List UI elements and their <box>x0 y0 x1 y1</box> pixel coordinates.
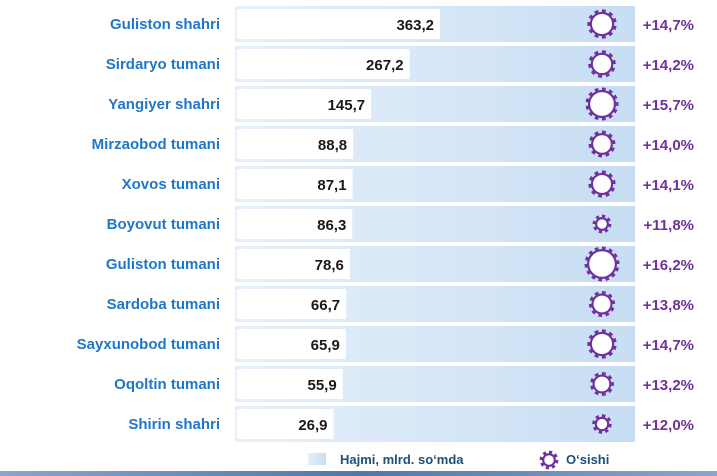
value-box <box>237 89 372 119</box>
category-label: Mirzaobod tumani <box>92 136 220 153</box>
growth-gear-icon-hole <box>590 92 614 116</box>
legend-swatch-volume <box>308 453 326 465</box>
bar-row: Sirdaryo tumani 267,2 +14,2% <box>106 46 694 82</box>
category-label: Sayxunobod tumani <box>77 336 220 353</box>
value-label: 86,3 <box>317 217 346 234</box>
value-label: 363,2 <box>396 17 434 34</box>
growth-gear-icon <box>592 214 612 234</box>
value-box <box>237 249 350 279</box>
bottom-rule <box>0 471 717 476</box>
value-box <box>237 49 410 79</box>
growth-label: +14,7% <box>643 337 694 354</box>
value-box <box>237 369 343 399</box>
legend-gear-icon <box>539 450 559 470</box>
value-label: 145,7 <box>328 97 366 114</box>
growth-gear-icon-hole <box>591 13 613 35</box>
value-label: 88,8 <box>318 137 347 154</box>
value-label: 26,9 <box>298 417 327 434</box>
growth-label: +12,0% <box>643 417 694 434</box>
bar-row: Sardoba tumani 66,7 +13,8% <box>107 286 694 322</box>
value-box <box>237 289 347 319</box>
category-label: Sardoba tumani <box>107 296 220 313</box>
value-box <box>237 129 354 159</box>
value-box <box>237 9 440 39</box>
growth-gear-icon <box>592 414 612 434</box>
category-label: Xovos tumani <box>122 176 220 193</box>
growth-gear-icon <box>588 50 616 78</box>
bar-row: Boyovut tumani 86,3 +11,8% <box>107 206 694 242</box>
growth-gear-icon-hole <box>593 175 611 193</box>
value-box <box>237 409 334 439</box>
category-label: Yangiyer shahri <box>108 96 220 113</box>
category-label: Boyovut tumani <box>107 216 220 233</box>
growth-gear-icon <box>588 290 616 318</box>
growth-gear-icon <box>588 170 616 198</box>
growth-gear-icon-hole <box>593 295 611 313</box>
category-label: Shirin shahri <box>128 416 220 433</box>
growth-label: +11,8% <box>644 217 694 234</box>
category-label: Guliston tumani <box>106 256 220 273</box>
bar-row: Guliston tumani 78,6 +16,2% <box>106 246 694 282</box>
growth-label: +14,2% <box>643 57 694 74</box>
bar-row: Sayxunobod tumani 65,9 +14,7% <box>77 326 694 362</box>
growth-gear-icon-hole <box>589 251 615 277</box>
growth-gear-icon <box>590 371 614 397</box>
bar-row: Oqoltin tumani 55,9 +13,2% <box>114 366 694 402</box>
value-label: 87,1 <box>317 177 346 194</box>
value-box <box>237 209 353 239</box>
legend-gear-icon-hole <box>544 455 554 465</box>
category-label: Sirdaryo tumani <box>106 56 220 73</box>
category-label: Oqoltin tumani <box>114 376 220 393</box>
growth-gear-icon-hole <box>596 418 608 430</box>
value-label: 65,9 <box>311 337 340 354</box>
growth-label: +15,7% <box>643 97 694 114</box>
growth-label: +14,0% <box>643 137 694 154</box>
growth-gear-icon-hole <box>597 219 607 229</box>
growth-gear-icon <box>584 246 620 282</box>
value-box <box>237 329 346 359</box>
growth-label: +14,7% <box>643 17 694 34</box>
growth-gear-icon <box>587 9 617 39</box>
legend-swatch-growth <box>539 450 559 470</box>
growth-gear-icon-hole <box>594 376 610 392</box>
bar-row: Mirzaobod tumani 88,8 +14,0% <box>92 126 694 162</box>
growth-gear-icon <box>585 87 619 121</box>
category-label: Guliston shahri <box>110 16 220 33</box>
growth-label: +16,2% <box>643 257 694 274</box>
value-label: 78,6 <box>315 257 344 274</box>
legend-label-volume: Hajmi, mlrd. so‘mda <box>340 452 464 467</box>
growth-gear-icon <box>588 130 616 158</box>
bar-row: Guliston shahri 363,2 +14,7% <box>110 6 694 42</box>
bar-row: Xovos tumani 87,1 +14,1% <box>122 166 694 202</box>
growth-gear-icon-hole <box>591 333 613 355</box>
growth-label: +13,2% <box>643 377 694 394</box>
growth-label: +14,1% <box>643 177 694 194</box>
value-label: 66,7 <box>311 297 340 314</box>
value-label: 55,9 <box>307 377 336 394</box>
growth-label: +13,8% <box>643 297 694 314</box>
growth-gear-icon-hole <box>593 135 611 153</box>
value-box <box>237 169 353 199</box>
growth-gear-icon <box>587 329 617 359</box>
value-label: 267,2 <box>366 57 404 74</box>
bar-row: Shirin shahri 26,9 +12,0% <box>128 406 694 442</box>
legend-label-growth: O‘sishi <box>566 452 609 467</box>
growth-gear-icon-hole <box>592 54 612 74</box>
legend: Hajmi, mlrd. so‘mda O‘sishi <box>308 450 609 470</box>
bar-row: Yangiyer shahri 145,7 +15,7% <box>108 86 694 122</box>
